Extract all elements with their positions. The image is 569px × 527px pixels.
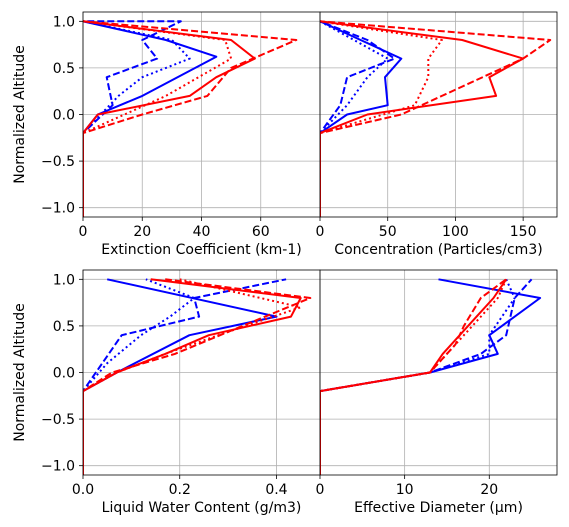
- y-tick-label: −0.5: [41, 154, 75, 170]
- series-line-ff0000-dotted: [83, 278, 302, 475]
- y-tick-label: −0.5: [41, 412, 75, 428]
- y-axis-label: Normalized Altitude: [12, 303, 28, 442]
- x-tick-label: 0: [316, 224, 325, 240]
- series-line-0000ff-solid: [320, 278, 542, 475]
- series-line-0000ff-dashed: [83, 278, 287, 475]
- series-line-0000ff-dashed: [83, 20, 182, 217]
- x-tick-label: 10: [396, 482, 414, 498]
- series-line-0000ff-dashed: [320, 278, 533, 475]
- series-line-0000ff-dotted: [83, 20, 191, 217]
- chart-panel-2: 0 50 100 150 Concentration (Particles/cm3): [316, 11, 558, 258]
- x-axis-label: Effective Diameter (µm): [354, 500, 523, 516]
- series-line-0000ff-solid: [320, 20, 403, 217]
- series-line-ff0000-dashed: [320, 278, 507, 475]
- x-axis-label: Concentration (Particles/cm3): [334, 242, 542, 258]
- x-axis-label: Extinction Coefficient (km-1): [101, 242, 301, 258]
- x-tick-label: 20: [133, 224, 151, 240]
- x-axis-label: Liquid Water Content (g/m3): [102, 500, 302, 516]
- axes-frame: [319, 11, 558, 218]
- series-line-ff0000-dotted: [320, 278, 508, 475]
- series-line-0000ff-solid: [83, 20, 218, 217]
- chart-panel-4: 0 10 20 Effective Diameter (µm): [316, 269, 558, 516]
- series-line-0000ff-dashed: [320, 20, 396, 217]
- series-line-0000ff-dotted: [320, 20, 389, 217]
- y-tick-label: −1.0: [41, 459, 75, 475]
- series-line-ff0000-solid: [83, 278, 302, 475]
- x-tick-label: 40: [193, 224, 211, 240]
- x-tick-label: 0.2: [169, 482, 191, 498]
- series-line-ff0000-solid: [320, 20, 525, 217]
- series-line-ff0000-dashed: [320, 20, 552, 217]
- y-axis-label: Normalized Altitude: [12, 45, 28, 184]
- y-tick-label: 0.5: [53, 319, 75, 335]
- y-tick-label: 1.0: [53, 14, 75, 30]
- x-tick-label: 50: [379, 224, 397, 240]
- axes-frame: [319, 269, 558, 476]
- y-tick-label: 0.5: [53, 61, 75, 77]
- series-line-ff0000-solid: [320, 278, 508, 475]
- x-tick-label: 0.0: [72, 482, 94, 498]
- y-tick-label: −1.0: [41, 201, 75, 217]
- x-tick-label: 0: [79, 224, 88, 240]
- chart-panel-1: 0 20 40 60 −1.0 −0.5 0.0 0.5 1.0 Extinction Coeff…: [12, 11, 321, 258]
- y-tick-label: 0.0: [53, 366, 75, 382]
- series-line-ff0000-dashed: [83, 278, 312, 475]
- x-tick-label: 150: [510, 224, 537, 240]
- x-tick-label: 20: [480, 482, 498, 498]
- x-tick-label: 100: [442, 224, 469, 240]
- series-line-ff0000-solid: [83, 20, 256, 217]
- series-line-ff0000-dotted: [83, 20, 233, 217]
- series-line-0000ff-dotted: [320, 278, 516, 475]
- x-tick-label: 0: [316, 482, 325, 498]
- x-tick-label: 0.4: [265, 482, 287, 498]
- series-line-0000ff-dotted: [83, 278, 196, 475]
- series-line-ff0000-dashed: [83, 20, 298, 217]
- y-tick-label: 1.0: [53, 272, 75, 288]
- x-tick-label: 60: [252, 224, 270, 240]
- chart-panel-3: 0.0 0.2 0.4 −1.0 −0.5 0.0 0.5 1.0 Liquid Water C…: [12, 269, 321, 516]
- y-tick-label: 0.0: [53, 108, 75, 124]
